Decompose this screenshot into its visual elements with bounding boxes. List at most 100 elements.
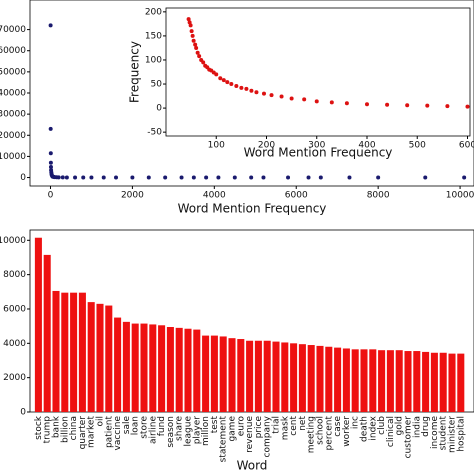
bar [395, 350, 403, 412]
x-tick-label: loan [131, 416, 141, 435]
x-tick-label: season [166, 416, 176, 448]
bar [228, 338, 236, 412]
bar [105, 305, 113, 412]
point [201, 60, 206, 65]
y-tick-label: 50 [151, 80, 163, 90]
y-tick-label: 200 [145, 7, 162, 17]
x-tick-label: 100 [208, 141, 225, 151]
bar [78, 292, 86, 412]
bar [219, 336, 227, 412]
point [239, 85, 244, 90]
y-tick-label: 100 [145, 55, 162, 65]
x-tick-label: china [69, 416, 79, 440]
point [376, 175, 381, 180]
x-tick-label: index [368, 415, 378, 440]
x-axis-label: Word [237, 459, 268, 473]
point [89, 175, 94, 180]
y-tick-label: -50 [147, 128, 162, 138]
bar [237, 339, 245, 412]
x-tick-label: hospital [456, 416, 466, 452]
y-tick-label: 4000 [3, 339, 26, 349]
point [261, 91, 266, 96]
bar [114, 317, 122, 412]
bar [149, 324, 157, 412]
point [445, 104, 450, 109]
x-tick-label: million [201, 416, 211, 446]
x-tick-label: case [333, 416, 343, 437]
point [462, 175, 467, 180]
bar [246, 340, 254, 412]
bar [263, 340, 271, 412]
point [163, 175, 168, 180]
bar [272, 341, 280, 412]
point [114, 175, 119, 180]
bar [210, 335, 218, 412]
bar [175, 327, 183, 412]
y-tick-label: 0 [156, 104, 162, 114]
x-tick-label: inc [351, 416, 361, 429]
point [425, 103, 430, 108]
point [60, 175, 65, 180]
point [193, 42, 198, 47]
bar [122, 321, 130, 412]
point [48, 126, 53, 131]
inset-background [166, 8, 470, 136]
point [204, 175, 209, 180]
bar [404, 351, 412, 412]
bar [351, 349, 359, 412]
x-tick-label: net [298, 416, 308, 431]
point [229, 82, 234, 87]
y-tick-label: 2000 [3, 373, 26, 383]
x-tick-label: market [87, 416, 97, 448]
bar [439, 352, 447, 412]
point [249, 175, 254, 180]
x-tick-label: euro [236, 416, 246, 437]
point [48, 23, 53, 28]
x-tick-label: 600 [459, 141, 474, 151]
bar [166, 327, 174, 412]
point [101, 175, 106, 180]
point [218, 76, 223, 81]
bar [448, 353, 456, 412]
point [48, 151, 53, 156]
y-tick-label: 30000 [0, 110, 26, 120]
y-axis-label: Frequency [128, 41, 142, 103]
point [344, 101, 349, 106]
point [73, 175, 78, 180]
point [216, 175, 221, 180]
plot-frame [165, 7, 471, 137]
bar [386, 350, 394, 412]
bar [378, 350, 386, 412]
point [56, 175, 61, 180]
point [195, 50, 200, 55]
point [318, 175, 323, 180]
bar [158, 325, 166, 412]
y-tick-label: 10000 [0, 236, 26, 246]
bar [70, 292, 78, 412]
bar [430, 352, 438, 412]
bar [61, 292, 69, 412]
point [302, 97, 307, 102]
x-axis-label: Word Mention Frequency [244, 146, 393, 160]
point [130, 175, 135, 180]
x-tick-label: percent [324, 416, 334, 451]
point [286, 175, 291, 180]
x-tick-label: oil [96, 416, 106, 427]
x-tick-label: 6000 [285, 191, 308, 201]
x-tick-label: school [316, 416, 326, 445]
bar [52, 290, 60, 412]
point [364, 102, 369, 107]
x-tick-label: 4000 [203, 191, 226, 201]
bar [316, 345, 324, 412]
y-tick-label: 0 [20, 173, 26, 183]
bar [325, 346, 333, 412]
point [306, 175, 311, 180]
point [179, 175, 184, 180]
bar [193, 329, 201, 412]
bar [342, 348, 350, 412]
x-tick-label: airline [148, 416, 158, 444]
bar [96, 303, 104, 412]
point [314, 99, 319, 104]
x-tick-label: fund [157, 416, 167, 436]
